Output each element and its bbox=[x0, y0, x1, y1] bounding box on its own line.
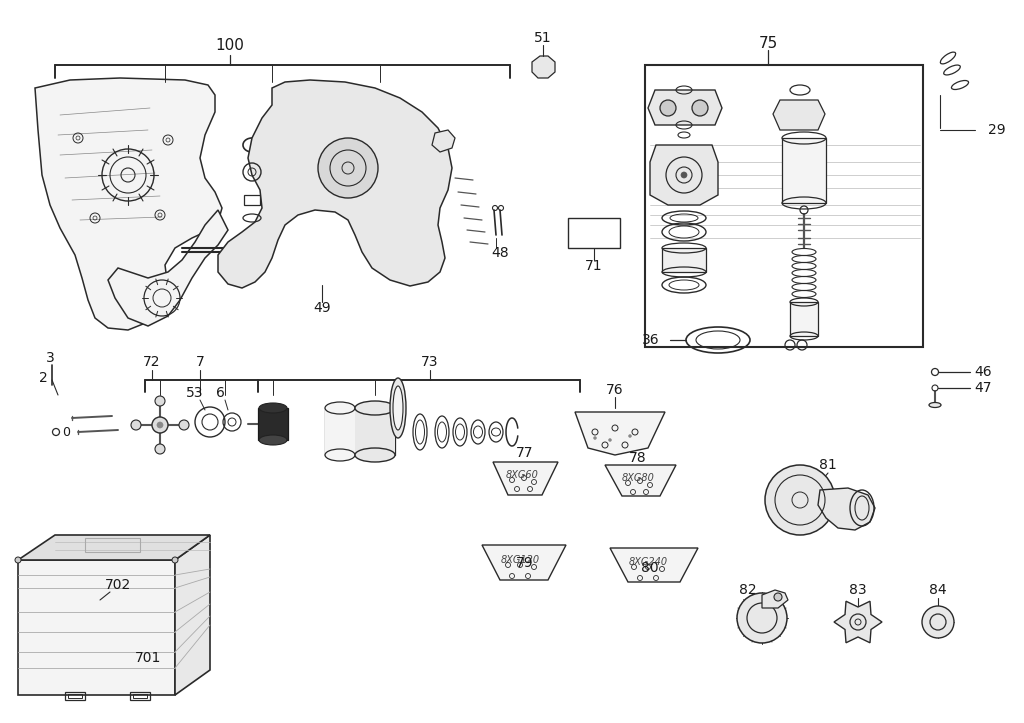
Circle shape bbox=[318, 138, 378, 198]
Text: 77: 77 bbox=[516, 446, 534, 460]
Circle shape bbox=[922, 606, 954, 638]
Text: 6: 6 bbox=[216, 386, 224, 400]
Text: 702: 702 bbox=[104, 578, 131, 592]
Polygon shape bbox=[648, 90, 722, 125]
Ellipse shape bbox=[393, 386, 403, 430]
Circle shape bbox=[774, 593, 782, 601]
Text: 701: 701 bbox=[135, 651, 161, 665]
Text: 78: 78 bbox=[629, 451, 647, 465]
Circle shape bbox=[594, 437, 597, 440]
Text: 75: 75 bbox=[759, 35, 777, 51]
Circle shape bbox=[152, 417, 168, 433]
Circle shape bbox=[131, 420, 141, 430]
Text: 47: 47 bbox=[974, 381, 991, 395]
Polygon shape bbox=[532, 56, 555, 78]
Text: 2: 2 bbox=[39, 371, 48, 385]
Circle shape bbox=[179, 420, 189, 430]
Text: 0: 0 bbox=[62, 426, 70, 439]
Text: 72: 72 bbox=[143, 355, 161, 369]
Text: 76: 76 bbox=[606, 383, 624, 397]
Bar bbox=[782, 138, 826, 203]
Bar bbox=[662, 248, 706, 272]
Text: 100: 100 bbox=[216, 38, 245, 53]
Polygon shape bbox=[610, 548, 698, 582]
Bar bbox=[355, 408, 395, 455]
Polygon shape bbox=[834, 602, 882, 643]
Bar bbox=[85, 538, 140, 552]
Text: 51: 51 bbox=[535, 31, 552, 45]
Circle shape bbox=[155, 396, 165, 406]
Circle shape bbox=[681, 172, 687, 178]
Polygon shape bbox=[218, 80, 452, 288]
Text: 8XG240: 8XG240 bbox=[629, 557, 668, 567]
Text: 3: 3 bbox=[46, 351, 54, 365]
Bar bbox=[325, 408, 355, 455]
Ellipse shape bbox=[259, 435, 287, 445]
Text: 84: 84 bbox=[929, 583, 947, 597]
Circle shape bbox=[692, 100, 708, 116]
Circle shape bbox=[660, 100, 676, 116]
Ellipse shape bbox=[355, 448, 395, 462]
Polygon shape bbox=[818, 488, 874, 530]
Polygon shape bbox=[493, 462, 558, 495]
Text: 46: 46 bbox=[974, 365, 991, 379]
Text: 49: 49 bbox=[313, 301, 331, 315]
Text: 7: 7 bbox=[196, 355, 205, 369]
Ellipse shape bbox=[390, 378, 406, 438]
Text: 82: 82 bbox=[739, 583, 757, 597]
Ellipse shape bbox=[325, 402, 355, 414]
Text: 81: 81 bbox=[819, 458, 837, 472]
Text: 29: 29 bbox=[988, 123, 1006, 137]
Bar bbox=[258, 408, 288, 440]
Polygon shape bbox=[482, 545, 566, 580]
Bar bbox=[65, 692, 85, 700]
Text: 8XG60: 8XG60 bbox=[506, 470, 539, 480]
Circle shape bbox=[629, 435, 632, 437]
Bar bbox=[645, 65, 923, 347]
Circle shape bbox=[15, 557, 22, 563]
Ellipse shape bbox=[355, 401, 395, 415]
Polygon shape bbox=[175, 535, 210, 695]
Text: 8XG80: 8XG80 bbox=[622, 473, 654, 483]
Text: 8XG120: 8XG120 bbox=[501, 555, 540, 565]
Text: 48: 48 bbox=[492, 246, 509, 260]
Polygon shape bbox=[18, 535, 210, 560]
Bar bbox=[68, 694, 82, 698]
Bar bbox=[133, 694, 147, 698]
Text: 36: 36 bbox=[642, 333, 660, 347]
Bar bbox=[244, 195, 260, 205]
Circle shape bbox=[172, 557, 178, 563]
Ellipse shape bbox=[325, 449, 355, 461]
Text: 73: 73 bbox=[421, 355, 438, 369]
Circle shape bbox=[155, 444, 165, 454]
Ellipse shape bbox=[259, 403, 287, 413]
Polygon shape bbox=[773, 100, 825, 130]
Polygon shape bbox=[35, 78, 222, 330]
Polygon shape bbox=[605, 465, 676, 496]
Polygon shape bbox=[575, 412, 665, 455]
Polygon shape bbox=[432, 130, 455, 152]
Circle shape bbox=[765, 465, 835, 535]
Polygon shape bbox=[650, 145, 718, 205]
Text: 53: 53 bbox=[186, 386, 204, 400]
Bar bbox=[130, 692, 150, 700]
Polygon shape bbox=[18, 560, 175, 695]
Text: 79: 79 bbox=[516, 556, 534, 570]
Circle shape bbox=[608, 439, 611, 442]
Circle shape bbox=[737, 593, 787, 643]
Circle shape bbox=[157, 422, 163, 428]
Polygon shape bbox=[762, 590, 788, 608]
Ellipse shape bbox=[929, 403, 941, 408]
Bar bbox=[790, 302, 818, 336]
Text: 80: 80 bbox=[641, 561, 658, 575]
Bar bbox=[568, 218, 620, 248]
Polygon shape bbox=[108, 210, 228, 326]
Text: 71: 71 bbox=[585, 259, 603, 273]
Text: 83: 83 bbox=[849, 583, 866, 597]
